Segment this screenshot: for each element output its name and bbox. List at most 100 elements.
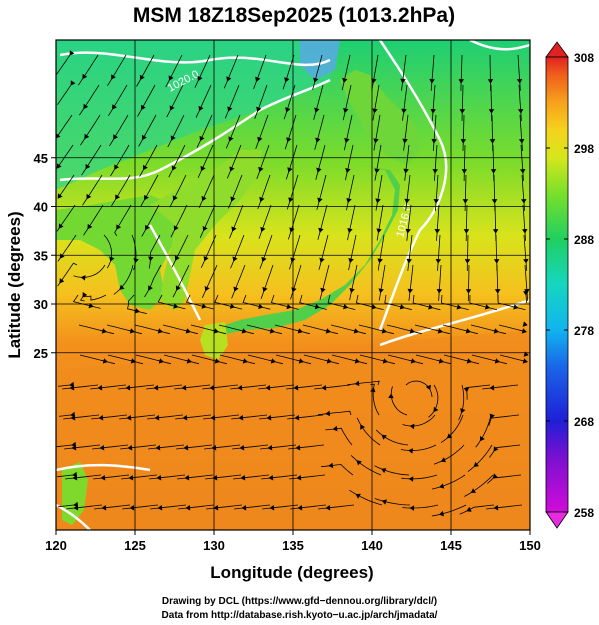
streamline	[134, 324, 170, 335]
streamline	[355, 294, 384, 310]
streamline-arrow	[242, 358, 248, 364]
streamline	[375, 429, 409, 446]
streamline	[148, 234, 161, 269]
streamline	[118, 384, 155, 390]
streamline-arrow	[355, 493, 361, 499]
streamline-arrow	[298, 358, 304, 364]
streamline-arrow	[314, 107, 320, 113]
streamline-arrow	[408, 448, 413, 454]
streamline-arrow	[134, 308, 140, 314]
streamline	[167, 114, 185, 148]
x-tick-label: 120	[45, 538, 67, 553]
streamline	[121, 474, 158, 480]
streamline	[247, 354, 283, 365]
y-axis: 25 30 35 40 45	[34, 151, 56, 361]
streamline	[197, 144, 214, 178]
streamline-arrow	[241, 328, 247, 334]
streamline-arrow	[130, 358, 136, 364]
streamline	[231, 264, 246, 299]
streamline-arrow	[353, 328, 359, 334]
streamline	[103, 234, 113, 269]
streamline	[138, 114, 157, 147]
streamline-arrow	[231, 226, 237, 232]
streamline-arrow	[70, 411, 76, 418]
streamline	[147, 414, 184, 420]
streamline-arrow	[409, 505, 415, 511]
streamline-arrow	[432, 168, 439, 174]
streamline-arrow	[212, 474, 218, 481]
streamline-arrow	[169, 105, 175, 111]
streamline-arrow	[87, 223, 93, 230]
streamline	[494, 204, 497, 242]
streamline-arrow	[175, 285, 181, 291]
streamline	[414, 324, 450, 335]
streamline	[56, 114, 73, 139]
streamline	[521, 174, 525, 211]
streamline-arrow	[523, 351, 529, 357]
streamline	[313, 84, 324, 120]
streamline-arrow	[325, 504, 331, 511]
streamline-arrow	[521, 228, 528, 234]
streamline-arrow	[141, 134, 147, 141]
streamline-arrow	[513, 304, 519, 310]
streamline-arrow	[101, 504, 107, 511]
y-tick-label: 35	[34, 248, 48, 263]
streamline-arrow	[376, 228, 382, 234]
streamline-arrow	[198, 105, 204, 112]
streamline	[258, 384, 295, 390]
colorbar-tick-label: 268	[574, 415, 594, 429]
streamline	[56, 144, 74, 169]
streamline-arrow	[153, 384, 159, 391]
streamline	[402, 504, 439, 509]
streamline-arrow	[174, 255, 180, 261]
streamline	[435, 174, 439, 211]
streamline-arrow	[343, 108, 349, 114]
streamline	[205, 474, 242, 480]
streamline-arrow	[488, 109, 495, 114]
streamline	[465, 204, 468, 242]
streamline	[405, 174, 411, 211]
streamline	[432, 474, 466, 490]
streamline	[347, 380, 380, 386]
korea-peninsula	[150, 150, 262, 310]
streamline	[372, 84, 380, 121]
page-title: MSM 18Z18Sep2025 (1013.2hPa)	[133, 4, 455, 27]
streamline-arrow	[144, 194, 149, 201]
streamline-arrow	[267, 444, 273, 451]
streamline	[284, 114, 297, 150]
streamline	[386, 324, 422, 335]
streamline-arrow	[265, 384, 271, 391]
streamline-arrow	[438, 510, 445, 517]
streamline	[470, 324, 506, 335]
streamline-arrow	[155, 444, 161, 451]
streamline	[437, 234, 441, 271]
streamline	[260, 264, 274, 300]
streamline	[405, 380, 433, 398]
streamline	[443, 354, 479, 365]
streamline	[135, 354, 171, 365]
streamline-arrow	[199, 135, 205, 142]
streamline-arrow	[71, 444, 77, 451]
streamline	[317, 204, 328, 240]
x-tick-label: 125	[124, 538, 146, 553]
y-tick-label: 40	[34, 200, 48, 215]
streamline-arrow	[262, 286, 268, 293]
streamline	[177, 474, 214, 480]
streamline	[289, 234, 301, 270]
streamline-arrow	[325, 410, 331, 417]
streamline	[137, 84, 156, 117]
streamline	[469, 294, 498, 311]
x-tick-label: 145	[440, 538, 462, 553]
streamline	[93, 474, 130, 480]
streamline	[144, 264, 162, 298]
streamline	[170, 204, 188, 238]
streamline	[374, 498, 411, 506]
streamline-arrow	[466, 358, 472, 364]
streamline	[349, 489, 383, 506]
streamline	[232, 444, 269, 450]
streamline-arrow	[520, 198, 527, 204]
streamline-arrow	[72, 474, 78, 481]
streamline-arrow	[446, 433, 453, 439]
lat-lon-grid	[56, 40, 530, 530]
streamline	[487, 474, 522, 484]
